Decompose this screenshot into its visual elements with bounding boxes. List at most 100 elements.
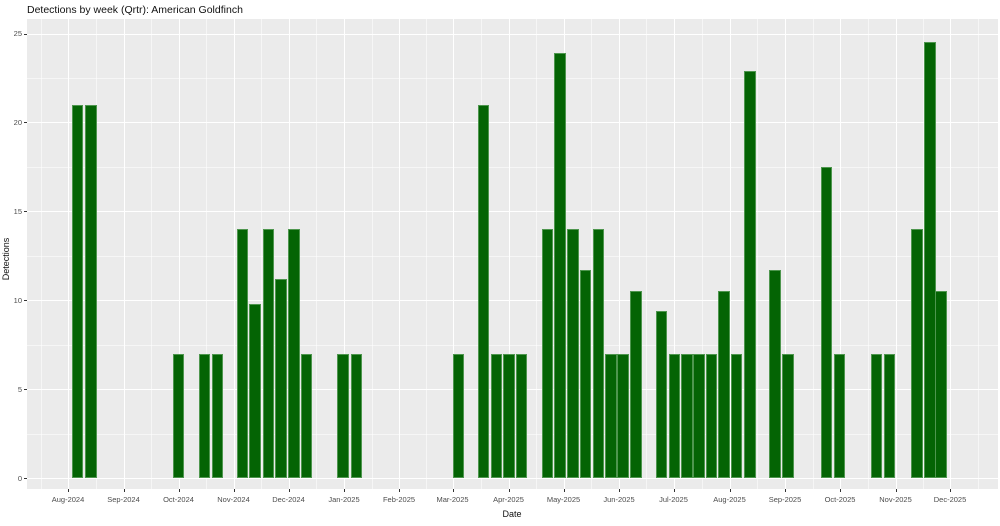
bar — [300, 353, 313, 478]
gridline-minor-vertical — [425, 19, 427, 489]
bar — [515, 353, 528, 478]
bar — [567, 229, 579, 478]
x-tick-label: Apr-2025 — [493, 495, 524, 504]
x-tick-mark — [729, 489, 731, 492]
bar — [288, 229, 300, 478]
gridline-minor-vertical — [151, 19, 152, 489]
x-tick-mark — [399, 489, 400, 492]
x-tick-mark — [619, 489, 620, 492]
gridline-major-vertical — [673, 19, 675, 489]
chart-title: Detections by week (Qrtr): American Gold… — [27, 4, 243, 16]
gridline-major-vertical — [895, 19, 897, 489]
gridline-minor-vertical — [261, 19, 262, 489]
x-tick-label: Nov-2025 — [879, 495, 912, 504]
bar — [630, 291, 642, 478]
bar — [705, 353, 718, 478]
gridline-major-vertical — [619, 19, 620, 489]
gridline-minor-horizontal — [27, 255, 998, 257]
bar — [579, 269, 592, 478]
gridline-major-vertical — [123, 19, 125, 489]
x-tick-mark — [233, 489, 235, 492]
gridline-major-horizontal — [27, 33, 998, 35]
x-tick-label: Oct-2025 — [824, 495, 856, 504]
bar — [490, 353, 503, 478]
bar — [833, 353, 846, 478]
gridline-major-vertical — [233, 19, 235, 489]
x-tick-mark — [950, 489, 951, 492]
gridline-minor-vertical — [316, 19, 318, 489]
gridline-major-vertical — [950, 19, 951, 489]
gridline-major-vertical — [452, 19, 454, 489]
gridline-major-vertical — [399, 19, 400, 489]
x-tick-label: Mar-2025 — [436, 495, 469, 504]
plot-panel — [27, 19, 998, 489]
bar — [350, 353, 363, 478]
bar — [681, 353, 693, 478]
bar — [541, 229, 554, 478]
bar — [337, 353, 349, 478]
bar — [820, 166, 833, 478]
gridline-minor-vertical — [536, 19, 537, 489]
x-tick-label: Dec-2024 — [272, 495, 305, 504]
x-tick-label: Jan-2025 — [328, 495, 360, 504]
bar — [198, 353, 211, 478]
x-tick-mark — [68, 489, 69, 492]
x-tick-label: Aug-2025 — [713, 495, 746, 504]
gridline-major-vertical — [508, 19, 510, 489]
bar — [211, 353, 224, 478]
bar — [744, 70, 756, 478]
gridline-major-vertical — [840, 19, 841, 489]
x-tick-mark — [344, 489, 345, 492]
bar — [883, 353, 896, 478]
gridline-minor-vertical — [867, 19, 869, 489]
x-tick-label: Dec-2025 — [933, 495, 967, 504]
x-tick-mark — [288, 489, 290, 492]
x-tick-label: Jun-2025 — [603, 495, 635, 504]
gridline-minor-vertical — [591, 19, 593, 489]
gridline-major-vertical — [68, 19, 69, 489]
bar — [935, 291, 947, 478]
gridline-minor-vertical — [371, 19, 373, 489]
gridline-minor-horizontal — [27, 166, 998, 168]
bar — [503, 353, 515, 478]
y-tick-label: 10 — [13, 295, 22, 305]
y-tick-mark — [24, 300, 27, 302]
x-tick-mark — [840, 489, 841, 492]
bar — [477, 104, 490, 478]
x-tick-mark — [508, 489, 510, 492]
bar — [249, 303, 261, 478]
y-tick-mark — [24, 478, 27, 479]
gridline-major-horizontal — [27, 122, 998, 124]
y-tick-mark — [24, 211, 27, 213]
x-tick-label: Sep-2024 — [107, 495, 140, 504]
gridline-minor-vertical — [977, 19, 979, 489]
bar — [668, 353, 681, 478]
x-tick-mark — [673, 489, 675, 492]
bar — [85, 104, 97, 478]
gridline-major-horizontal — [27, 211, 998, 213]
y-tick-label: 15 — [13, 206, 22, 216]
gridline-minor-vertical — [206, 19, 207, 489]
bar — [870, 353, 883, 478]
x-axis-title: Date — [502, 509, 522, 519]
gridline-major-horizontal — [27, 300, 998, 302]
x-tick-mark — [895, 489, 897, 492]
x-tick-mark — [563, 489, 565, 492]
bar — [554, 53, 566, 478]
gridline-minor-vertical — [757, 19, 759, 489]
x-tick-label: Sep-2025 — [768, 495, 802, 504]
bar — [718, 291, 730, 478]
y-tick-mark — [24, 33, 27, 35]
x-tick-label: Aug-2024 — [51, 495, 85, 504]
x-tick-mark — [178, 489, 180, 492]
bar — [782, 353, 794, 478]
bar — [605, 353, 617, 478]
x-tick-mark — [785, 489, 786, 492]
bar — [655, 310, 668, 478]
x-tick-label: Oct-2024 — [163, 495, 194, 504]
bar — [924, 42, 936, 478]
gridline-minor-horizontal — [27, 344, 998, 346]
x-tick-label: Feb-2025 — [382, 495, 416, 504]
bar — [172, 353, 185, 478]
